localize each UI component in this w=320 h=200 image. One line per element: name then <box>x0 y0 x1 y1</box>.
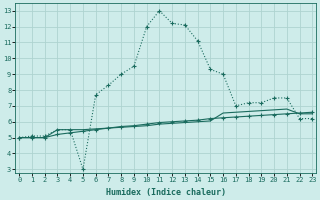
X-axis label: Humidex (Indice chaleur): Humidex (Indice chaleur) <box>106 188 226 197</box>
